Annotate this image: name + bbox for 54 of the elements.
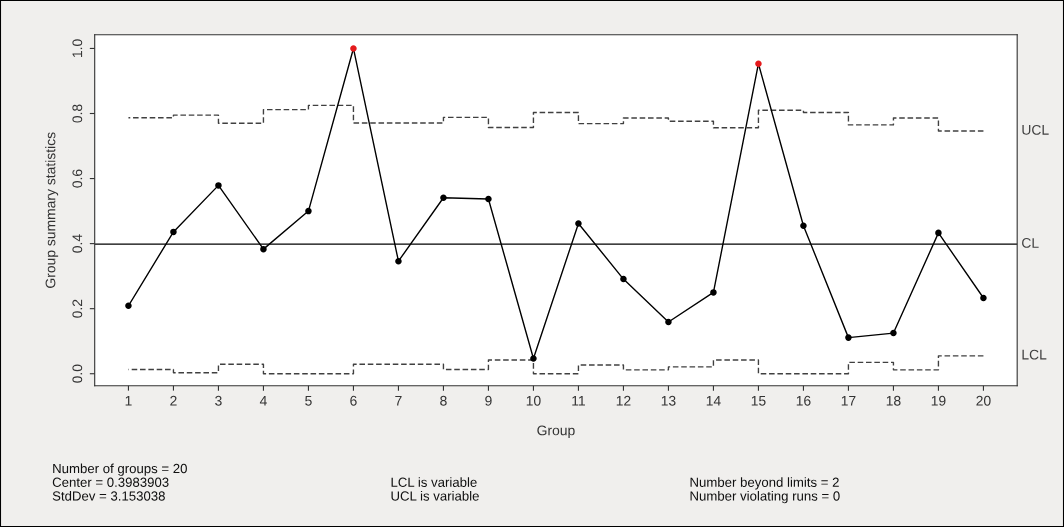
- x-tick-label: 19: [931, 395, 946, 406]
- text: LCL: [1022, 349, 1047, 360]
- point: [800, 222, 807, 229]
- x-tick-label: 16: [796, 395, 811, 406]
- x-tick-label: 7: [395, 396, 402, 406]
- point: [395, 257, 402, 265]
- y-tick-label: 0.4: [72, 234, 83, 253]
- text: UCL: [1022, 124, 1049, 135]
- y-tick-label: 0.2: [72, 299, 83, 318]
- y-tick-label: 0.0: [72, 364, 83, 383]
- x-tick-label: 14: [706, 396, 721, 406]
- x-tick-label: 5: [305, 396, 312, 406]
- text: LCL is variable UCL is variable: [391, 477, 479, 501]
- y-tick-label: 1.0: [72, 39, 83, 58]
- x-tick-label: 20: [976, 395, 991, 406]
- x-tick-label: 18: [886, 395, 901, 406]
- point: [710, 289, 717, 296]
- x-tick-label: 4: [259, 396, 267, 406]
- ref-line-label: CL: [1022, 238, 1039, 248]
- x-tick-label: 6: [350, 395, 357, 406]
- point: [755, 60, 762, 67]
- point: [485, 195, 492, 203]
- x-tick-label: 9: [485, 395, 492, 406]
- x-tick-label: 1: [125, 396, 132, 406]
- point: [935, 229, 942, 237]
- point: [980, 294, 987, 302]
- x-tick-label: 12: [616, 395, 631, 406]
- text: Number beyond limits = 2 Number violating runs = 0: [690, 477, 840, 504]
- point: [890, 329, 897, 337]
- point: [260, 245, 267, 253]
- point: [620, 275, 627, 283]
- point: [845, 334, 852, 341]
- point: [350, 45, 357, 52]
- point: [170, 228, 177, 236]
- point: [440, 194, 447, 202]
- x-tick-label: 15: [751, 396, 766, 406]
- x-tick-label: 10: [526, 395, 541, 406]
- point: [530, 355, 537, 362]
- point: [305, 207, 312, 215]
- point: [125, 302, 132, 309]
- point: [215, 182, 222, 189]
- point: [665, 318, 672, 326]
- x-axis-title: Group: [537, 425, 575, 439]
- y-tick-label: 0.6: [72, 169, 83, 188]
- y-axis-title: Group summary statistics: [45, 132, 59, 288]
- y-tick-label: 0.8: [72, 104, 83, 123]
- x-tick-label: 8: [440, 395, 447, 406]
- x-tick-label: 13: [661, 395, 676, 406]
- point: [575, 220, 582, 227]
- x-tick-label: 17: [841, 396, 856, 406]
- text: Number of groups = 20 Center = 0.3983903 StdDev = 3.153038: [52, 463, 187, 501]
- x-tick-label: 2: [170, 395, 177, 406]
- x-tick-label: 11: [572, 396, 585, 406]
- x-tick-label: 3: [215, 395, 222, 406]
